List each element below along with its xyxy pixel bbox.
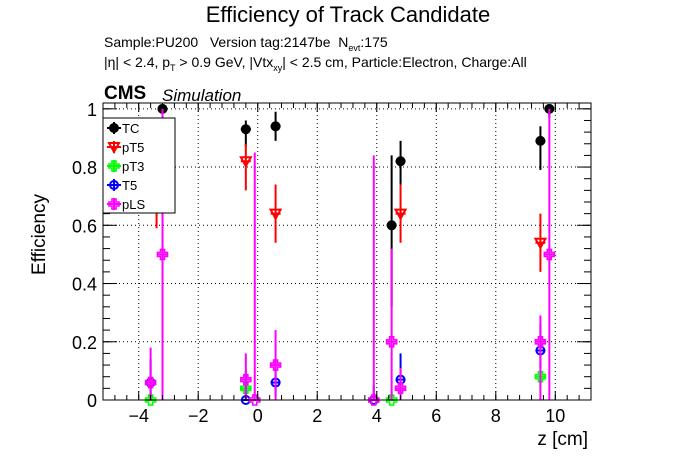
- marker: [240, 373, 252, 386]
- marker: [533, 237, 548, 250]
- x-tick-label: 0: [253, 406, 263, 426]
- sample-info: Sample:PU200 Version tag:2147be Nevt:175: [104, 34, 388, 53]
- marker: [386, 220, 397, 231]
- series-pls: [144, 108, 556, 406]
- data-point-pt5: [268, 184, 283, 243]
- marker: [367, 394, 380, 406]
- marker: [385, 394, 398, 406]
- marker: [269, 359, 282, 371]
- sample-label: Sample:PU200: [104, 34, 199, 50]
- cms-label: CMS: [104, 83, 147, 104]
- y-tick-label: 0.4: [72, 275, 97, 295]
- legend-label: T5: [122, 178, 137, 193]
- data-point-tc: [240, 120, 251, 147]
- legend-marker: [108, 160, 120, 172]
- marker: [270, 121, 281, 132]
- selection-cuts: |η| < 2.4, pT > 0.9 GeV, |Vtxxy| < 2.5 c…: [104, 54, 527, 73]
- marker: [248, 394, 261, 406]
- nevt-prefix: N: [338, 34, 349, 50]
- grid-lines: [103, 103, 591, 401]
- legend-entry-pt3: pT3: [107, 159, 144, 174]
- marker: [534, 335, 547, 348]
- legend-entry-t5: T5: [107, 178, 137, 193]
- marker: [543, 248, 556, 261]
- data-point-tc: [270, 111, 281, 141]
- cut-pt-sub: T: [170, 62, 176, 73]
- marker: [393, 208, 408, 221]
- version-label: Version tag:2147be: [209, 34, 331, 50]
- simulation-label: Simulation: [162, 86, 242, 105]
- legend-entry-tc: TC: [107, 121, 139, 136]
- chart-title: Efficiency of Track Candidate: [205, 2, 491, 27]
- legend-marker: [107, 142, 121, 155]
- axis-ticks: −4 −2 0 2 4 6 8 10 0 0.2 0.4 0.6 0.8 1: [72, 100, 591, 426]
- nevt-sub: evt: [348, 42, 361, 53]
- y-axis-label: Efficiency: [29, 194, 50, 275]
- legend-marker: [109, 180, 119, 190]
- y-tick-label: 1: [87, 100, 97, 120]
- series-tc: [157, 103, 555, 307]
- legend: TC pT5 pT3 T5 pLS: [102, 117, 176, 214]
- data-markers: [144, 103, 556, 406]
- marker: [535, 135, 546, 146]
- legend-entry-pls: pLS: [107, 197, 145, 212]
- marker: [240, 124, 251, 135]
- legend-marker: [108, 198, 120, 210]
- legend-label: pLS: [122, 197, 145, 212]
- data-point-pls: [543, 108, 556, 400]
- data-point-pls: [248, 152, 261, 406]
- y-tick-label: 0.8: [72, 158, 97, 178]
- data-point-pls: [144, 347, 157, 400]
- marker: [395, 156, 406, 167]
- nevt-value: :175: [360, 34, 388, 50]
- data-point-pls: [534, 315, 547, 400]
- series-pt3: [144, 365, 547, 406]
- legend-label: pT3: [122, 159, 144, 174]
- marker: [534, 370, 547, 383]
- y-tick-label: 0: [87, 391, 97, 411]
- data-point-pls: [240, 353, 252, 400]
- x-tick-label: −2: [188, 406, 209, 426]
- marker: [394, 382, 407, 395]
- marker: [385, 335, 398, 348]
- cut-eta: |η| < 2.4, p: [104, 54, 171, 70]
- cut-vtx-sub: xy: [273, 62, 283, 73]
- legend-marker: [109, 123, 119, 133]
- x-tick-label: −4: [128, 406, 149, 426]
- cut-rest: | < 2.5 cm, Particle:Electron, Charge:Al…: [282, 54, 527, 70]
- data-point-pls: [394, 367, 407, 400]
- marker: [239, 156, 253, 169]
- x-tick-label: 4: [372, 406, 382, 426]
- data-point-pt5: [533, 213, 548, 272]
- legend-label: pT5: [122, 140, 144, 155]
- marker: [156, 248, 169, 261]
- legend-label: TC: [122, 121, 139, 136]
- cut-pt-rest: > 0.9 GeV, |Vtx: [175, 54, 274, 70]
- data-point-pt5: [239, 143, 253, 191]
- x-tick-label: 8: [491, 406, 501, 426]
- series-pt5: [149, 143, 548, 272]
- data-point-pt5: [393, 184, 408, 243]
- plot-frame: [102, 102, 592, 401]
- series-t5: [145, 324, 546, 405]
- marker: [240, 382, 252, 395]
- y-tick-label: 0.6: [72, 216, 97, 236]
- data-point-pls: [269, 330, 282, 400]
- x-tick-label: 2: [312, 406, 322, 426]
- data-point-tc: [395, 140, 406, 185]
- x-tick-label: 6: [431, 406, 441, 426]
- marker: [144, 376, 157, 389]
- legend-entry-pt5: pT5: [107, 140, 144, 155]
- x-axis-label: z [cm]: [537, 429, 588, 450]
- data-point-tc: [535, 126, 546, 170]
- y-tick-label: 0.2: [72, 333, 97, 353]
- data-point-pls: [367, 155, 380, 406]
- data-point-pls: [385, 248, 398, 400]
- nevt-label: Nevt:175: [338, 34, 388, 53]
- marker: [268, 208, 283, 221]
- marker: [144, 394, 157, 406]
- x-tick-label: 10: [545, 406, 565, 426]
